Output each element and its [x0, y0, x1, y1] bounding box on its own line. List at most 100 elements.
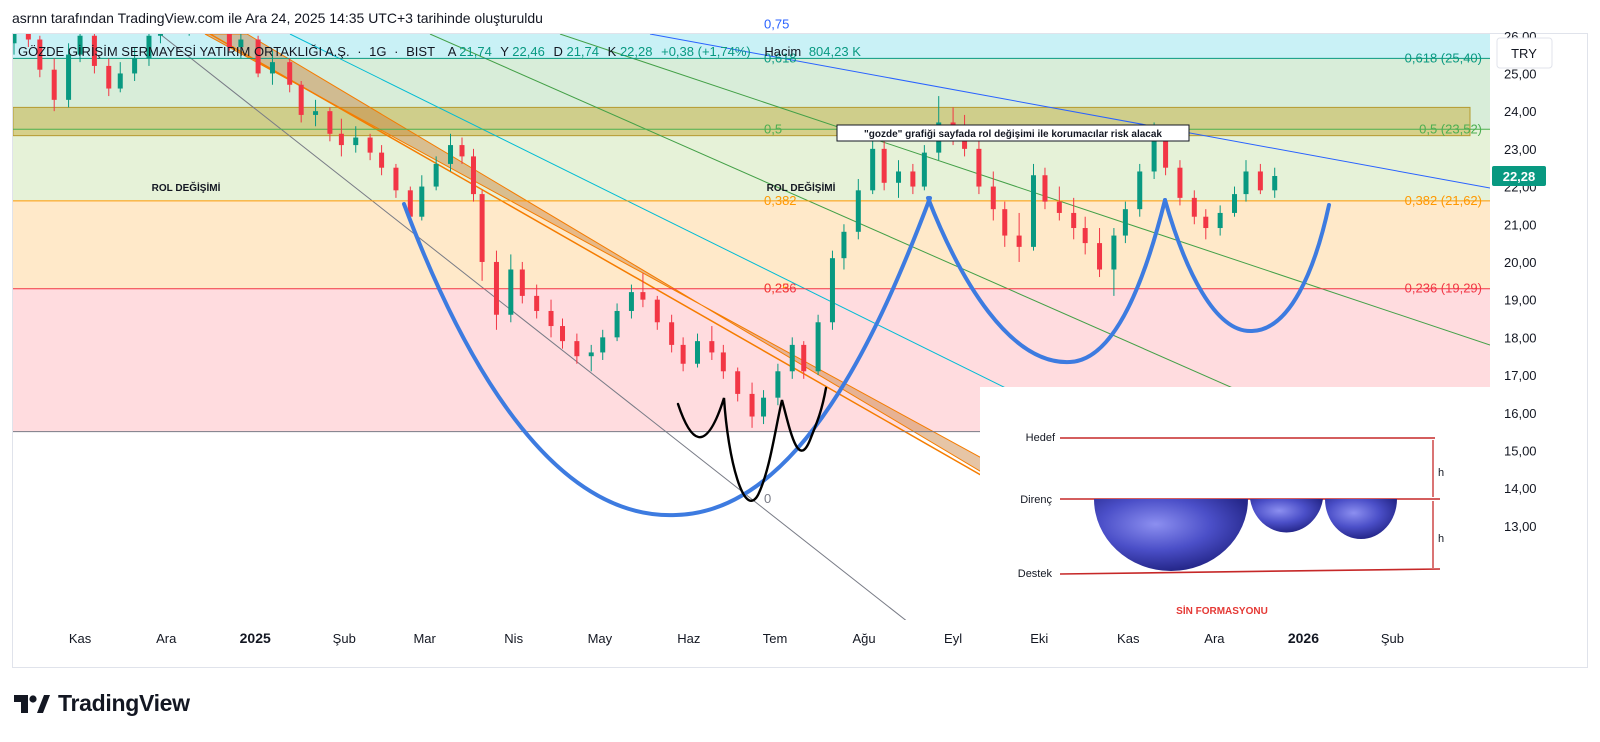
tradingview-logo[interactable]: TradingView — [14, 690, 190, 717]
candle-body — [870, 148, 876, 191]
candle-body — [1002, 209, 1008, 236]
candle-body — [1030, 175, 1036, 247]
fib-levels[interactable]: 0,75 0,618 0,618 (25,40) 0,5 0,5 (23,52) 0,38… — [13, 16, 1490, 433]
candle — [534, 284, 540, 319]
candle-body — [117, 73, 123, 89]
time-tick-label: Haz — [677, 631, 700, 646]
candle-body — [238, 39, 244, 48]
symbol-info-bar[interactable]: GÖZDE GİRİŞİM SERMAYESİ YATIRIM ORTAKLIĞ… — [18, 44, 861, 59]
candle-body — [1042, 175, 1048, 202]
candle-body — [338, 133, 344, 146]
candle — [132, 47, 138, 81]
candle-body — [654, 299, 660, 323]
sphere-large — [1094, 499, 1248, 571]
candle — [327, 107, 333, 142]
candle — [855, 179, 861, 240]
candle — [921, 145, 927, 191]
sphere-small — [1325, 499, 1397, 539]
green-trend-line-2[interactable] — [559, 34, 1490, 346]
price-tick-label: 17,00 — [1504, 368, 1537, 383]
tradingview-logo-icon — [14, 694, 50, 713]
trend-lines[interactable] — [159, 34, 1490, 622]
candle-body — [990, 186, 996, 210]
candle — [1137, 163, 1143, 217]
candle — [146, 34, 152, 66]
candle-body — [574, 341, 580, 357]
candle — [226, 34, 232, 51]
legend-title: SİN FORMASYONU — [1176, 604, 1268, 617]
tradingview-wordmark: TradingView — [58, 690, 190, 716]
direnc-label: Direnç — [1020, 494, 1052, 506]
candle-body — [187, 9, 192, 17]
low-label: D — [553, 44, 562, 59]
role-change-zone[interactable] — [13, 106, 1471, 137]
chart-frame — [12, 33, 1588, 668]
candle — [574, 333, 580, 364]
candle — [694, 333, 700, 368]
candle-body — [1191, 197, 1197, 217]
price-tick-label: 15,00 — [1504, 443, 1537, 458]
time-axis[interactable]: Kas Ara 2025 Şub Mar Nis May Haz Tem Ağu Eyl Eki Kas… — [69, 630, 1404, 646]
time-tick-label: Eki — [1030, 631, 1048, 646]
candle — [1257, 163, 1263, 195]
time-tick-label: Tem — [763, 631, 788, 646]
candle — [470, 148, 476, 202]
cyan-trend-line[interactable] — [289, 34, 1031, 401]
candle — [829, 250, 835, 330]
green-trend-line[interactable] — [429, 34, 1261, 401]
price-tick-label: 21,00 — [1504, 217, 1537, 232]
time-tick-label: Kas — [1117, 631, 1140, 646]
candle-body — [560, 326, 566, 342]
candle — [1243, 160, 1249, 202]
small-cup-curve[interactable] — [1163, 198, 1331, 334]
candle — [255, 35, 261, 78]
big-cup-curve[interactable] — [402, 196, 932, 518]
open-label: A — [448, 44, 457, 59]
candle — [1232, 186, 1238, 217]
candle-body — [976, 148, 982, 187]
callout-box — [836, 124, 1190, 142]
candle — [815, 314, 821, 376]
candle-body — [146, 35, 152, 59]
pattern-curves[interactable] — [402, 196, 1331, 518]
candle-body — [66, 54, 72, 100]
candle-body — [910, 171, 916, 187]
time-tick-label: Eyl — [944, 631, 962, 646]
hedef-label: Hedef — [1026, 432, 1056, 444]
candle-body — [680, 344, 686, 364]
price-axis[interactable]: 26,0025,0024,0023,0021,0020,0019,0018,00… — [1504, 29, 1537, 534]
candle — [1042, 167, 1048, 210]
time-tick-label: Kas — [69, 631, 92, 646]
candle-body — [13, 34, 17, 44]
candle — [560, 318, 566, 349]
candle-body — [841, 231, 847, 259]
candle — [353, 126, 359, 153]
role-change-label-right: ROL DEĞİŞİMİ — [767, 181, 836, 194]
candle-body — [600, 337, 606, 353]
price-tick-label: 18,00 — [1504, 330, 1537, 345]
candle-body — [226, 34, 232, 48]
candle — [117, 62, 123, 93]
blue-trend-line[interactable] — [649, 34, 1490, 189]
candle-body — [519, 269, 525, 296]
candle — [548, 299, 554, 338]
candle — [519, 261, 525, 304]
time-tick-label: Mar — [413, 631, 436, 646]
currency-button[interactable]: TRY — [1496, 37, 1553, 69]
candle-body — [749, 393, 755, 417]
candle-body — [379, 152, 385, 168]
callout-text: "gozde" grafiği sayfada rol değişimi ile… — [864, 129, 1162, 140]
candle — [1217, 205, 1223, 236]
candle — [600, 329, 606, 360]
candle — [313, 99, 319, 127]
candle — [1030, 163, 1036, 251]
grey-diagonal[interactable] — [159, 34, 908, 622]
mid-cup-curve[interactable] — [926, 196, 1167, 365]
change-value: +0,38 (+1,74%) — [661, 44, 751, 59]
candle-body — [255, 39, 261, 74]
candle — [198, 0, 203, 21]
fib-ratio-label: 0,25 — [764, 280, 789, 295]
candle-body — [508, 269, 514, 315]
black-w-pattern[interactable] — [676, 386, 828, 503]
